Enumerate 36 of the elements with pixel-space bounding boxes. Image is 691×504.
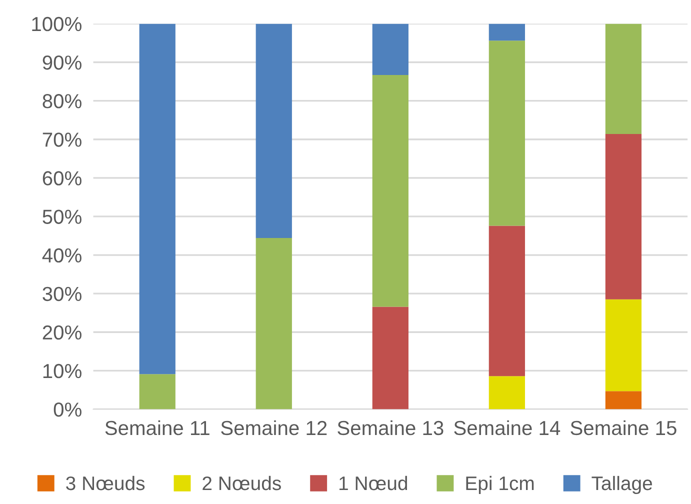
x-tick-label: Semaine 15 [570,420,676,436]
bar [605,134,642,300]
y-tick-label: 50% [42,210,82,224]
x-tick-label: Semaine 14 [454,420,560,436]
bar [256,24,292,238]
y-tick-label: 40% [42,248,82,263]
y-tick-label: 0% [54,402,82,417]
bar [256,238,292,410]
legend-label: Tallage [592,476,652,494]
legend-label: 2 Nœuds [202,476,281,490]
x-tick-label: Semaine 12 [221,420,327,436]
y-tick-label: 100% [32,16,82,32]
bar [488,24,525,41]
legend-label: Epi 1cm [466,476,534,494]
y-tick-label: 70% [42,132,82,147]
bar [372,306,408,410]
bar [488,40,525,226]
bar [605,24,642,134]
x-tick-label: Semaine 11 [105,420,210,436]
legend-label: 3 Nœuds [66,476,145,490]
bar [605,299,642,392]
y-tick-label: 60% [42,171,82,186]
bar [605,391,642,410]
legend-label: 1 Nœud [340,476,408,490]
bar [488,226,525,376]
y-tick-label: 90% [42,55,82,70]
y-tick-label: 30% [42,286,82,302]
y-tick-label: 80% [42,94,82,108]
bar [139,374,176,410]
bar [488,376,525,410]
x-tick-label: Semaine 13 [338,420,444,436]
y-tick-label: 10% [43,364,82,378]
y-tick-label: 20% [42,325,82,340]
bar [372,74,408,307]
bar [372,24,408,75]
bar [139,24,176,374]
